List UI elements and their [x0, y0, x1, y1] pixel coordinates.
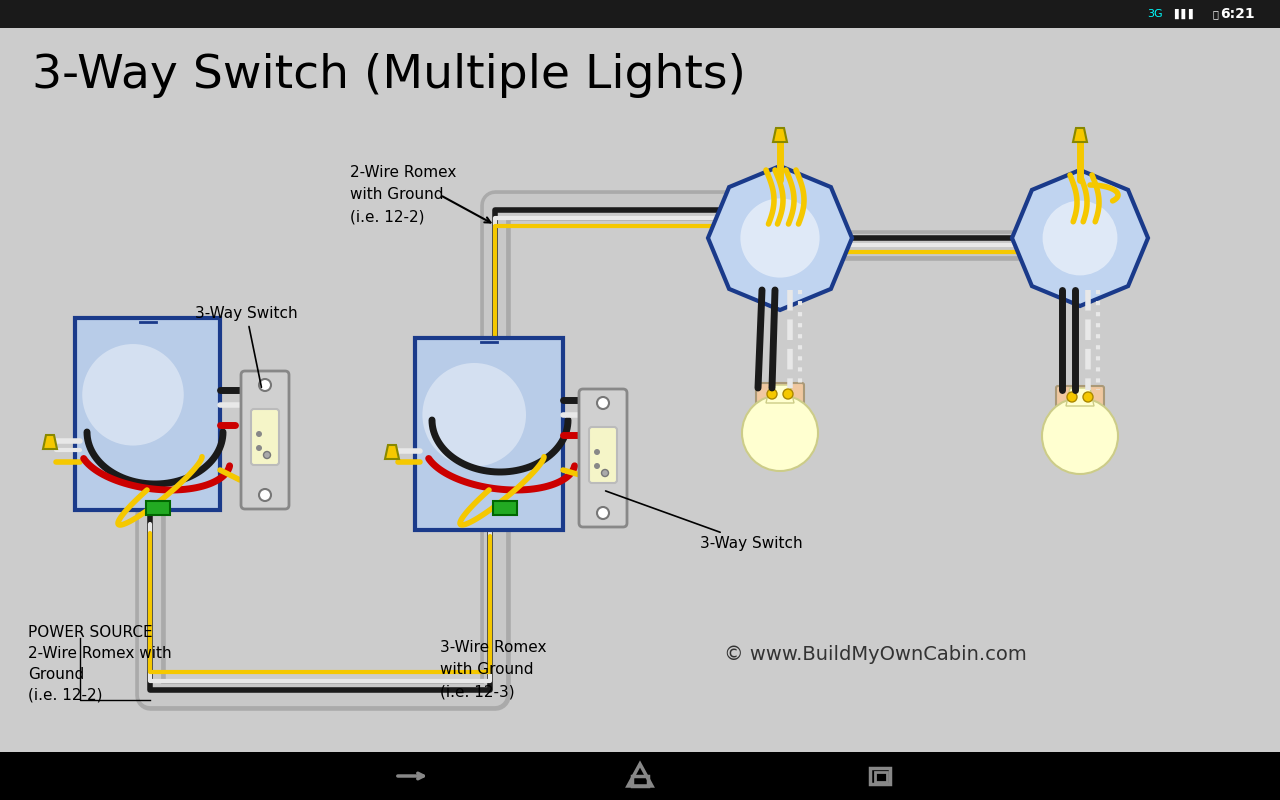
- Text: 3G: 3G: [1147, 9, 1162, 19]
- Polygon shape: [765, 385, 794, 403]
- Circle shape: [602, 470, 608, 477]
- Circle shape: [1083, 392, 1093, 402]
- Bar: [146, 501, 170, 515]
- Circle shape: [256, 445, 262, 451]
- Circle shape: [594, 449, 600, 455]
- Polygon shape: [708, 166, 852, 310]
- Polygon shape: [1073, 128, 1087, 142]
- Polygon shape: [44, 435, 58, 449]
- Circle shape: [82, 344, 184, 446]
- Text: POWER SOURCE
2-Wire Romex with
Ground
(i.e. 12-2): POWER SOURCE 2-Wire Romex with Ground (i…: [28, 625, 172, 703]
- Text: © www.BuildMyOwnCabin.com: © www.BuildMyOwnCabin.com: [723, 646, 1027, 665]
- FancyBboxPatch shape: [251, 409, 279, 465]
- Circle shape: [1043, 201, 1117, 275]
- FancyBboxPatch shape: [756, 383, 804, 405]
- Bar: [632, 776, 648, 786]
- Circle shape: [742, 395, 818, 471]
- Text: 🔋: 🔋: [1212, 9, 1219, 19]
- FancyBboxPatch shape: [579, 389, 627, 527]
- Bar: [870, 768, 890, 784]
- Polygon shape: [773, 128, 787, 142]
- Bar: [0, 0, 1280, 28]
- FancyBboxPatch shape: [241, 371, 289, 509]
- FancyBboxPatch shape: [415, 338, 563, 530]
- FancyBboxPatch shape: [1056, 386, 1103, 408]
- Polygon shape: [385, 445, 399, 459]
- Bar: [0, 752, 1280, 800]
- Text: 3-Way Switch (Multiple Lights): 3-Way Switch (Multiple Lights): [32, 53, 746, 98]
- Text: 3-Wire Romex
with Ground
(i.e. 12-3): 3-Wire Romex with Ground (i.e. 12-3): [440, 640, 547, 699]
- Circle shape: [259, 379, 271, 391]
- Circle shape: [596, 397, 609, 409]
- Text: ▌▌▌: ▌▌▌: [1174, 9, 1197, 19]
- Bar: [493, 501, 517, 515]
- Circle shape: [422, 363, 526, 466]
- Circle shape: [259, 489, 271, 501]
- Text: 3-Way Switch: 3-Way Switch: [195, 306, 298, 387]
- Circle shape: [596, 507, 609, 519]
- Circle shape: [740, 198, 819, 278]
- Circle shape: [1042, 398, 1117, 474]
- Circle shape: [767, 389, 777, 399]
- Circle shape: [783, 389, 794, 399]
- Circle shape: [594, 463, 600, 469]
- Circle shape: [1068, 392, 1076, 402]
- Polygon shape: [1012, 170, 1148, 306]
- Text: 2-Wire Romex
with Ground
(i.e. 12-2): 2-Wire Romex with Ground (i.e. 12-2): [349, 165, 457, 224]
- Text: 3-Way Switch: 3-Way Switch: [605, 491, 803, 551]
- Text: 6:21: 6:21: [1220, 7, 1254, 21]
- Bar: [876, 772, 887, 782]
- FancyBboxPatch shape: [589, 427, 617, 483]
- Circle shape: [256, 431, 262, 437]
- Circle shape: [264, 451, 270, 458]
- FancyBboxPatch shape: [76, 318, 220, 510]
- Polygon shape: [1066, 388, 1094, 406]
